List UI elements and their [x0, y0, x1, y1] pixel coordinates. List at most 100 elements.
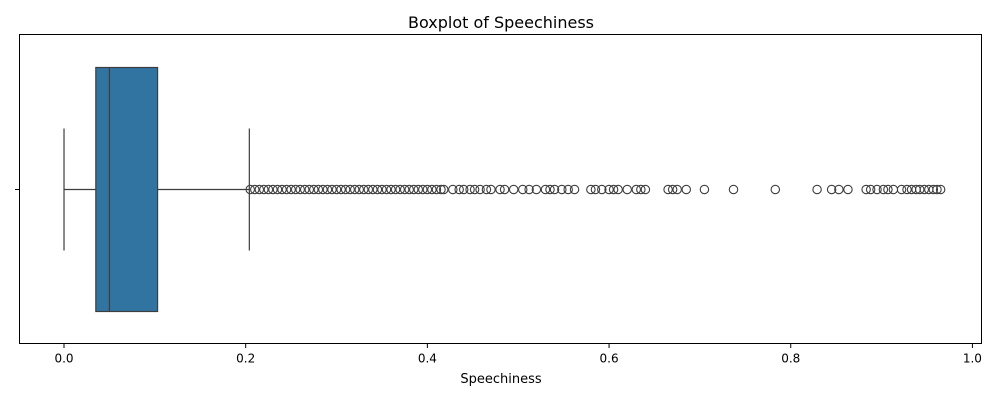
- outlier-point: [427, 184, 437, 195]
- x-tick-label: 0.6: [600, 352, 619, 366]
- outlier-point: [313, 184, 324, 195]
- outlier-point: [531, 184, 542, 195]
- outlier-point: [883, 184, 893, 195]
- outlier-point: [699, 184, 710, 195]
- outlier-point: [888, 184, 899, 195]
- outlier-point: [728, 184, 739, 195]
- outlier-point: [524, 184, 534, 195]
- iqr-box: [95, 66, 159, 313]
- outlier-point: [540, 184, 551, 195]
- outlier-point: [438, 184, 449, 195]
- outlier-point: [590, 184, 601, 195]
- outlier-point: [295, 184, 305, 195]
- outlier-point: [932, 184, 942, 195]
- outlier-point: [919, 184, 930, 195]
- outlier-point: [290, 184, 301, 195]
- outlier-point: [586, 184, 596, 195]
- outlier-point: [667, 184, 678, 195]
- outlier-point: [663, 184, 673, 195]
- outlier-point: [872, 184, 882, 195]
- outlier-point: [268, 184, 278, 195]
- plot-area: [63, 66, 946, 313]
- outlier-point: [386, 184, 396, 195]
- outlier-point: [475, 184, 485, 195]
- outlier-point: [263, 184, 274, 195]
- outlier-point: [250, 184, 260, 195]
- outlier-point: [636, 184, 646, 195]
- outlier-point: [322, 184, 333, 195]
- outlier-point: [508, 184, 519, 195]
- outlier-point: [563, 184, 573, 195]
- outlier-point: [359, 184, 369, 195]
- outlier-point: [613, 184, 623, 195]
- outlier-point: [608, 184, 619, 195]
- outlier-point: [363, 184, 374, 195]
- outlier-point: [277, 184, 287, 195]
- x-axis-label: Speechiness: [460, 372, 542, 387]
- outlier-point: [299, 184, 310, 195]
- outlier-point: [834, 184, 844, 195]
- outlier-point: [672, 184, 682, 195]
- outlier-point: [327, 184, 337, 195]
- outlier-point: [465, 184, 475, 195]
- outlier-point: [597, 184, 607, 195]
- outlier-point: [436, 184, 446, 195]
- x-tick-label: 0.0: [54, 352, 73, 366]
- outlier-point: [878, 184, 889, 195]
- outlier-point: [404, 184, 414, 195]
- outlier-point: [481, 184, 492, 195]
- outlier-point: [812, 184, 822, 195]
- outlier-point: [340, 184, 351, 195]
- outlier-point: [377, 184, 387, 195]
- outlier-point: [486, 184, 496, 195]
- outlier-point: [245, 184, 255, 195]
- outlier-point: [622, 184, 632, 195]
- outlier-point: [681, 184, 692, 195]
- outlier-point: [495, 184, 505, 195]
- outlier-point: [640, 184, 651, 195]
- outlier-point: [354, 184, 364, 195]
- outlier-point: [399, 184, 410, 195]
- outlier-point: [557, 184, 567, 195]
- outlier-point: [549, 184, 560, 195]
- outlier-point: [545, 184, 555, 195]
- outlier-point: [861, 184, 871, 195]
- outlier-point: [331, 184, 342, 195]
- x-tick-label: 1.0: [963, 352, 982, 366]
- outlier-point: [631, 184, 642, 195]
- outlier-point: [318, 184, 328, 195]
- outlier-point: [286, 184, 296, 195]
- outlier-point: [431, 184, 442, 195]
- outlier-point: [381, 184, 392, 195]
- outlier-point: [309, 184, 319, 195]
- outlier-point: [902, 184, 912, 195]
- outlier-point: [826, 184, 837, 195]
- x-axis: 0.0 0.2 0.4 0.6 0.8 1.0: [54, 343, 982, 366]
- outlier-point: [843, 184, 853, 195]
- outlier-point: [448, 184, 458, 195]
- outlier-point: [458, 184, 469, 195]
- outlier-point: [896, 184, 907, 195]
- outlier-point: [499, 184, 510, 195]
- outlier-point: [395, 184, 405, 195]
- outlier-point: [259, 184, 269, 195]
- outlier-point: [469, 184, 480, 195]
- outlier-point: [928, 184, 939, 195]
- outlier-point: [281, 184, 292, 195]
- outlier-point: [935, 184, 946, 195]
- outlier-point: [349, 184, 360, 195]
- chart-title: Boxplot of Speechiness: [408, 13, 594, 32]
- outlier-point: [418, 184, 428, 195]
- outlier-point: [254, 184, 265, 195]
- outlier-point: [569, 184, 580, 195]
- outlier-point: [422, 184, 433, 195]
- outlier-point: [272, 184, 283, 195]
- outlier-point: [454, 184, 464, 195]
- outlier-point: [390, 184, 401, 195]
- outlier-point: [604, 184, 614, 195]
- outlier-point: [408, 184, 419, 195]
- outlier-point: [304, 184, 315, 195]
- x-tick-label: 0.8: [781, 352, 800, 366]
- outlier-point: [345, 184, 355, 195]
